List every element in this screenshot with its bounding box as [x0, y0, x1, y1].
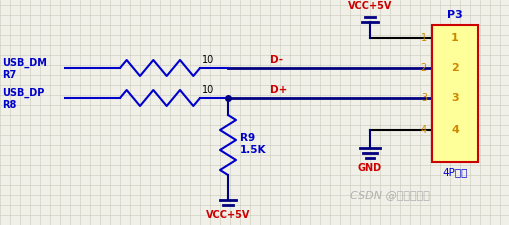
Text: CSDN @大桶矿泉水: CSDN @大桶矿泉水	[350, 190, 430, 200]
Text: R8: R8	[2, 100, 16, 110]
Text: 2: 2	[451, 63, 459, 73]
Text: 4P端子: 4P端子	[442, 167, 468, 177]
Text: 1: 1	[451, 33, 459, 43]
Text: D+: D+	[270, 85, 288, 95]
Text: P3: P3	[447, 10, 463, 20]
Text: 2: 2	[421, 63, 427, 73]
Text: R9: R9	[240, 133, 255, 143]
Text: D-: D-	[270, 55, 283, 65]
Text: 10: 10	[202, 55, 214, 65]
Text: GND: GND	[358, 163, 382, 173]
Text: USB_DM: USB_DM	[2, 58, 47, 68]
Text: 3: 3	[451, 93, 459, 103]
Text: 1.5K: 1.5K	[240, 145, 267, 155]
Bar	[432, 25, 478, 162]
Text: VCC+5V: VCC+5V	[206, 210, 250, 220]
Text: VCC+5V: VCC+5V	[348, 1, 392, 11]
Text: R7: R7	[2, 70, 16, 80]
Text: 3: 3	[421, 93, 427, 103]
Text: 4: 4	[421, 125, 427, 135]
Text: 4: 4	[451, 125, 459, 135]
Text: 1: 1	[421, 33, 427, 43]
Text: USB_DP: USB_DP	[2, 88, 44, 98]
Text: 10: 10	[202, 85, 214, 95]
